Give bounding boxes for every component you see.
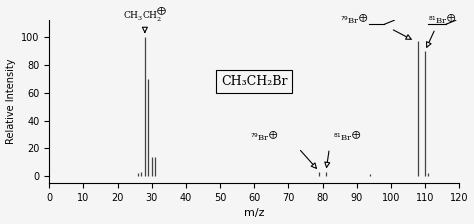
Text: $^{81}\mathregular{Br}^{\bigoplus}$: $^{81}\mathregular{Br}^{\bigoplus}$: [333, 129, 361, 143]
Y-axis label: Relative Intensity: Relative Intensity: [6, 59, 16, 144]
X-axis label: m/z: m/z: [244, 209, 264, 218]
Text: $^{79}\mathregular{Br}^{\bigoplus}$: $^{79}\mathregular{Br}^{\bigoplus}$: [250, 129, 278, 143]
Text: $^{79}\mathregular{Br}^{\bigoplus}$: $^{79}\mathregular{Br}^{\bigoplus}$: [340, 12, 369, 26]
Text: $\mathregular{CH_3CH_2^{\bigoplus}}$: $\mathregular{CH_3CH_2^{\bigoplus}}$: [123, 5, 167, 24]
Text: CH₃CH₂Br: CH₃CH₂Br: [221, 75, 287, 88]
Text: $^{81}\mathregular{Br}^{\bigoplus}$: $^{81}\mathregular{Br}^{\bigoplus}$: [428, 12, 456, 26]
